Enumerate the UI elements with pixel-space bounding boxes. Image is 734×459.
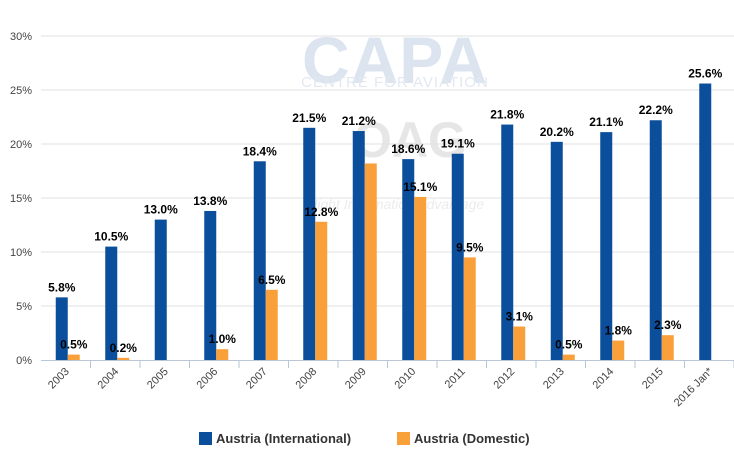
- data-label-domestic: 0.5%: [555, 338, 583, 352]
- y-tick-label: 5%: [16, 301, 32, 313]
- bar-international: [600, 132, 613, 360]
- x-axis: 2003 2004 2005 2006 2007 2008 2009 2010 2011 2012…: [41, 360, 734, 409]
- data-label-domestic: 6.5%: [258, 273, 286, 287]
- x-tick-label: 2009: [343, 366, 369, 392]
- x-tick-label: 2005: [145, 366, 171, 392]
- bar-domestic: [414, 196, 427, 360]
- data-label-international: 21.5%: [292, 111, 326, 125]
- data-label-domestic: 9.5%: [456, 240, 484, 254]
- y-tick-label: 25%: [10, 85, 32, 97]
- data-label-international: 18.4%: [243, 144, 277, 158]
- x-tick-label: 2004: [96, 366, 122, 392]
- bar-domestic: [513, 326, 526, 360]
- bar-international: [105, 246, 118, 360]
- data-label-international: 20.2%: [540, 125, 574, 139]
- watermark-partner-tag: Flight Information Advantage: [306, 196, 485, 212]
- y-axis: 0% 5% 10% 15% 20% 25% 30%: [10, 31, 32, 367]
- data-label-international: 13.8%: [193, 194, 227, 208]
- bar-domestic: [562, 354, 575, 360]
- data-label-domestic: 2.3%: [654, 318, 682, 332]
- bar-international: [303, 127, 316, 360]
- data-label-domestic: 15.1%: [403, 180, 437, 194]
- watermark-brand: CAPA: [302, 23, 488, 97]
- x-tick-label: 2012: [492, 366, 518, 392]
- data-label-international: 19.1%: [441, 137, 475, 151]
- data-label-international: 18.6%: [391, 142, 425, 156]
- watermark-brand-sub: CENTRE FOR AVIATION: [301, 74, 489, 91]
- legend: Austria (International) Austria (Domesti…: [199, 431, 530, 446]
- x-tick-label: 2008: [294, 366, 320, 392]
- x-tick-label: 2010: [393, 366, 419, 392]
- data-labels: 5.8% 0.5% 10.5% 0.2% 13.0% 13.8% 1.0% 18.4% 6.5%…: [48, 67, 723, 355]
- y-tick-label: 30%: [10, 31, 32, 43]
- bar-domestic: [315, 221, 328, 360]
- y-tick-label: 0%: [16, 355, 32, 367]
- data-label-international: 13.0%: [144, 203, 178, 217]
- bar-domestic: [463, 257, 476, 360]
- x-tick-label: 2016 Jan*: [672, 365, 716, 409]
- data-label-international: 10.5%: [94, 230, 128, 244]
- data-label-international: 21.1%: [589, 115, 623, 129]
- x-tick-label: 2003: [46, 366, 72, 392]
- y-tick-label: 10%: [10, 247, 32, 259]
- bar-international: [699, 83, 712, 361]
- data-label-domestic: 3.1%: [506, 310, 534, 324]
- watermark-partner: OAG: [353, 112, 467, 168]
- x-tick-label: 2006: [195, 366, 221, 392]
- bar-domestic: [364, 163, 377, 360]
- x-tick-label: 2007: [244, 366, 270, 392]
- bar-domestic: [67, 354, 80, 360]
- bar-international: [154, 219, 167, 360]
- bar-international: [451, 153, 464, 360]
- legend-swatch-domestic: [397, 432, 410, 445]
- data-label-international: 25.6%: [688, 67, 722, 81]
- data-label-international: 22.2%: [639, 103, 673, 117]
- data-label-domestic: 12.8%: [304, 205, 338, 219]
- bar-domestic: [216, 349, 229, 360]
- bar-international: [550, 141, 563, 360]
- x-tick-label: 2011: [443, 366, 468, 391]
- y-tick-label: 15%: [10, 193, 32, 205]
- bar-international: [253, 161, 266, 360]
- bar-domestic: [612, 340, 625, 360]
- bars: [55, 83, 712, 361]
- data-label-domestic: 1.8%: [605, 324, 633, 338]
- data-label-international: 21.8%: [490, 108, 524, 122]
- bar-international: [55, 297, 68, 360]
- x-tick-label: 2013: [541, 366, 567, 392]
- bar-international: [352, 131, 365, 360]
- bar-domestic: [117, 357, 130, 360]
- bar-international: [204, 210, 217, 360]
- data-label-international: 5.8%: [48, 280, 76, 294]
- bar-international: [402, 159, 415, 360]
- bar-domestic: [661, 335, 674, 360]
- legend-label-international: Austria (International): [216, 431, 351, 446]
- bar-domestic: [265, 289, 278, 360]
- legend-swatch-international: [199, 432, 212, 445]
- x-tick-label: 2015: [640, 366, 666, 392]
- grid: [41, 35, 734, 307]
- data-label-domestic: 0.2%: [110, 341, 138, 355]
- bar-international: [501, 124, 514, 360]
- watermark: CAPA CENTRE FOR AVIATION OAG Flight Info…: [301, 23, 489, 212]
- data-label-international: 21.2%: [342, 114, 376, 128]
- y-tick-label: 20%: [10, 139, 32, 151]
- legend-label-domestic: Austria (Domestic): [414, 431, 530, 446]
- data-label-domestic: 1.0%: [209, 332, 237, 346]
- x-tick-label: 2014: [591, 366, 617, 392]
- data-label-domestic: 0.5%: [60, 338, 88, 352]
- bar-international: [649, 120, 662, 361]
